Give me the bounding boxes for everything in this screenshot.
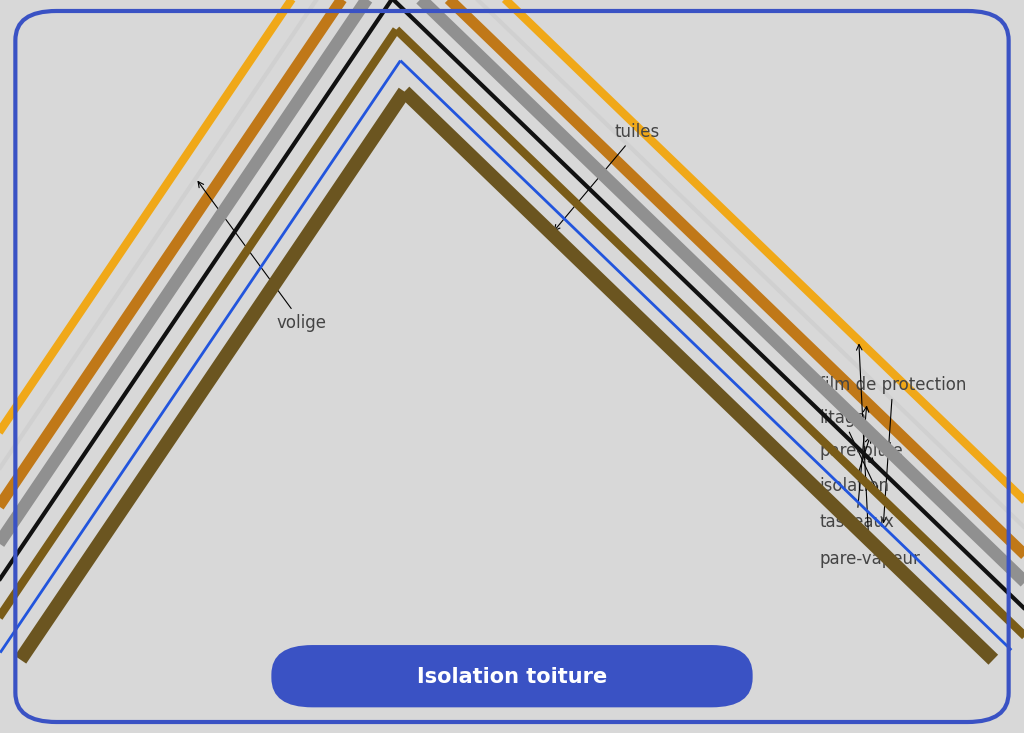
Text: litage: litage — [819, 409, 878, 492]
Text: pare-pluie: pare-pluie — [819, 442, 903, 463]
FancyBboxPatch shape — [271, 645, 753, 707]
Text: film de protection: film de protection — [819, 376, 967, 523]
Text: isolation: isolation — [819, 438, 889, 495]
Text: pare-vapeur: pare-vapeur — [819, 345, 921, 568]
Text: tuiles: tuiles — [554, 123, 659, 231]
Text: Isolation toiture: Isolation toiture — [417, 666, 607, 687]
Text: tasseaux: tasseaux — [819, 407, 894, 531]
Text: volige: volige — [198, 182, 327, 331]
